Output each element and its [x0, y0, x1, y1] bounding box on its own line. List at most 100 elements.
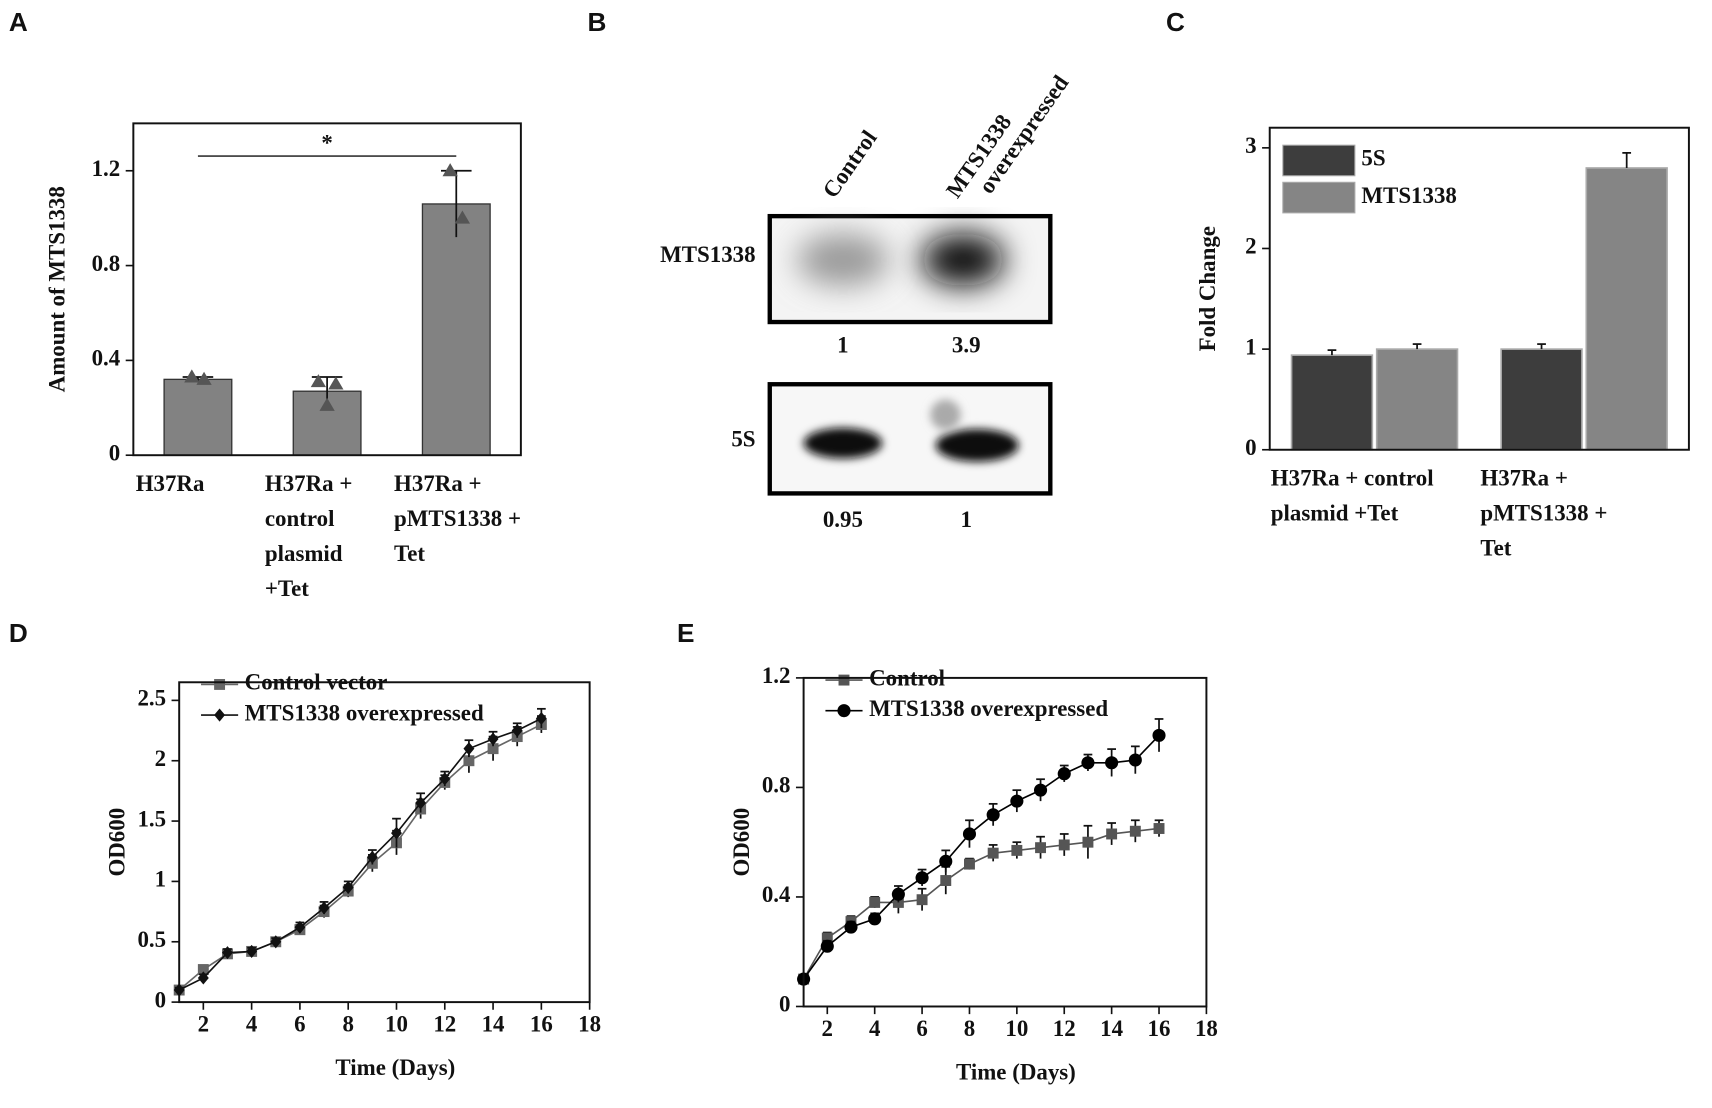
marker	[1011, 844, 1023, 856]
x-tick-label: 14	[482, 1011, 505, 1036]
y-axis-label: Amount of MTS1338	[44, 186, 69, 392]
x-tick-label: H37Ra +	[265, 471, 353, 496]
row-label: 5S	[731, 426, 755, 451]
quantity-label: 1	[837, 332, 848, 357]
band	[803, 427, 883, 459]
bar	[1500, 348, 1583, 451]
marker	[837, 704, 851, 718]
replicate-point	[442, 163, 458, 177]
replicate-point	[196, 371, 212, 385]
x-tick-label: 16	[530, 1011, 553, 1036]
x-tick-label: 18	[578, 1011, 601, 1036]
x-tick-label: 18	[1195, 1016, 1218, 1041]
replicate-point	[454, 210, 471, 224]
marker	[915, 871, 929, 885]
marker	[891, 887, 905, 901]
x-tick-label: 8	[342, 1011, 353, 1036]
marker	[1082, 836, 1094, 848]
y-tick-label: 0.8	[762, 773, 791, 798]
legend-label: MTS1338 overexpressed	[245, 700, 484, 725]
legend-label: 5S	[1361, 146, 1385, 171]
series-line	[178, 717, 542, 991]
x-tick-label: Tet	[1480, 535, 1511, 560]
marker	[415, 796, 427, 810]
x-axis-label: Time (Days)	[956, 1059, 1076, 1084]
legend-swatch	[1282, 144, 1356, 177]
replicate-point	[184, 369, 200, 383]
marker	[869, 896, 881, 908]
bar	[163, 378, 233, 456]
marker	[463, 755, 475, 767]
y-axis-label: OD600	[729, 808, 754, 877]
y-axis-label: OD600	[104, 808, 129, 877]
quantity-label: 3.9	[952, 332, 981, 357]
x-tick-label: control	[265, 506, 335, 531]
y-tick-label: 0.8	[92, 251, 121, 276]
marker	[986, 808, 1000, 822]
y-tick-label: 0	[109, 440, 120, 465]
plot-frame	[178, 681, 591, 1004]
marker	[1033, 783, 1048, 797]
marker	[270, 935, 282, 949]
x-tick-label: 14	[1100, 1016, 1123, 1041]
x-tick-label: H37Ra +	[394, 471, 482, 496]
x-tick-label: pMTS1338 +	[394, 506, 521, 531]
band	[921, 233, 1005, 287]
plot-frame	[1268, 126, 1690, 451]
marker	[391, 826, 402, 840]
y-tick-label: 0	[155, 987, 166, 1012]
marker	[318, 901, 330, 915]
x-tick-label: 4	[869, 1016, 881, 1041]
marker	[1153, 823, 1165, 834]
legend-label: MTS1338	[1361, 183, 1456, 208]
quantity-label: 0.95	[823, 507, 863, 532]
x-tick-label: pMTS1338 +	[1480, 501, 1607, 526]
panel-label: D	[9, 618, 28, 648]
plot-frame	[802, 676, 1208, 1008]
x-tick-label: 6	[916, 1016, 927, 1041]
x-axis-label: Time (Days)	[335, 1055, 455, 1080]
marker	[1010, 794, 1024, 808]
y-tick-label: 2	[155, 746, 166, 771]
bar	[1290, 354, 1374, 451]
legend-swatch	[1282, 181, 1356, 214]
marker	[1129, 825, 1141, 837]
marker	[214, 708, 226, 722]
replicate-point	[319, 397, 335, 411]
replicate-point	[310, 374, 327, 388]
marker	[214, 678, 226, 690]
band	[797, 233, 889, 287]
y-tick-label: 0.4	[92, 346, 121, 371]
y-tick-label: 3	[1245, 133, 1256, 158]
significance-label: *	[321, 130, 332, 155]
marker	[246, 944, 258, 958]
band	[930, 399, 961, 431]
lane-label: Control	[818, 126, 882, 203]
y-tick-label: 1.2	[762, 663, 791, 688]
y-tick-label: 1	[1245, 334, 1256, 359]
blot-panel: B	[587, 7, 1053, 496]
x-tick-label: 10	[385, 1011, 408, 1036]
marker	[1035, 842, 1047, 854]
marker	[838, 674, 850, 686]
plot-frame	[132, 122, 522, 457]
marker	[487, 743, 499, 755]
y-tick-label: 1.5	[137, 806, 166, 831]
legend-label: MTS1338 overexpressed	[869, 696, 1108, 721]
y-tick-label: 0	[1245, 435, 1256, 460]
marker	[197, 964, 209, 975]
x-tick-label: H37Ra +	[1480, 466, 1567, 491]
x-tick-label: 2	[198, 1011, 209, 1036]
bar	[1375, 348, 1459, 451]
marker	[535, 711, 547, 726]
marker	[1058, 839, 1070, 851]
y-tick-label: 1.2	[92, 156, 121, 181]
bar	[421, 203, 491, 456]
x-tick-label: 12	[433, 1011, 456, 1036]
x-tick-label: plasmid +Tet	[1271, 501, 1399, 526]
x-tick-label: 8	[964, 1016, 975, 1041]
marker	[197, 971, 209, 985]
x-tick-label: 16	[1148, 1016, 1171, 1041]
bar	[1585, 167, 1668, 451]
